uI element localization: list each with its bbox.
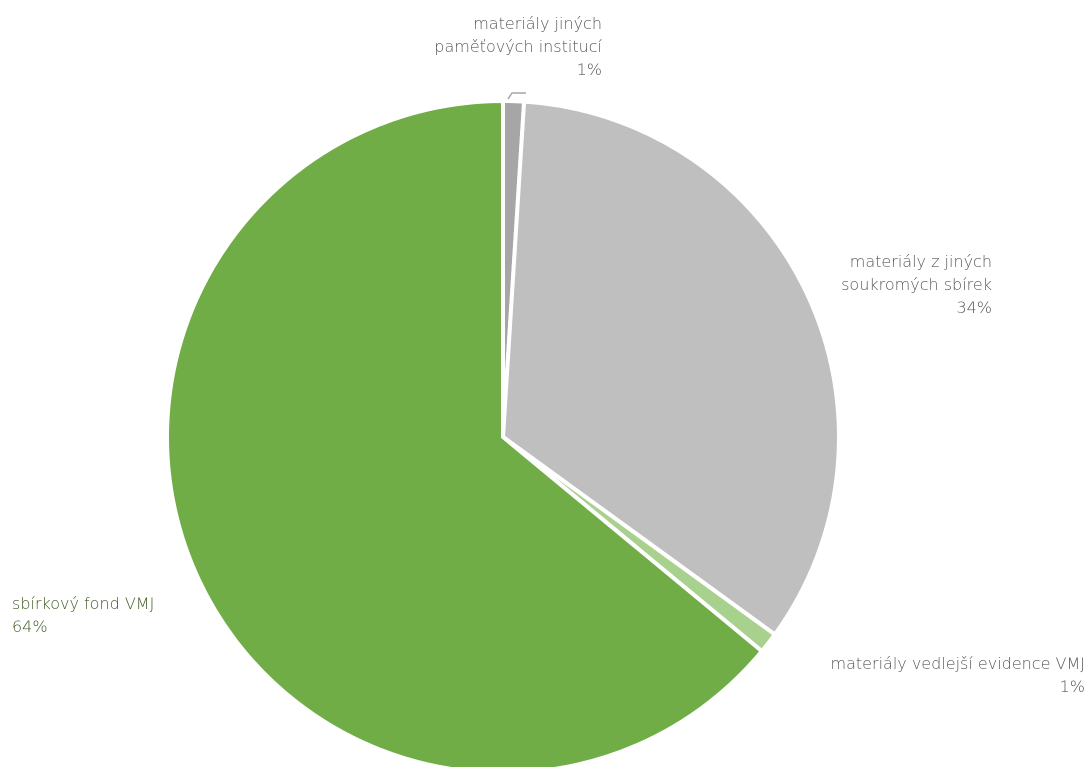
category-label: materiály jiných paměťových institucí bbox=[434, 14, 602, 56]
pie-slice bbox=[165, 99, 764, 767]
value-label: 1% bbox=[576, 60, 602, 79]
leader-line bbox=[507, 92, 526, 100]
slice-label: sbírkový fond VMJ 64% bbox=[12, 592, 212, 638]
pie bbox=[165, 99, 841, 767]
slice-label: materiály z jiných soukromých sbírek 34% bbox=[812, 250, 992, 319]
value-label: 1% bbox=[1059, 677, 1085, 696]
pie-slice bbox=[501, 99, 841, 637]
category-label: materiály z jiných soukromých sbírek bbox=[841, 252, 992, 294]
slice-label: materiály vedlejší evidence VMJ 1% bbox=[755, 652, 1086, 698]
value-label: 34% bbox=[956, 298, 992, 317]
slice-label: materiály jiných paměťových institucí 1% bbox=[392, 12, 602, 81]
category-label: sbírkový fond VMJ bbox=[12, 594, 155, 613]
value-label: 64% bbox=[12, 617, 48, 636]
category-label: materiály vedlejší evidence VMJ bbox=[830, 654, 1086, 673]
